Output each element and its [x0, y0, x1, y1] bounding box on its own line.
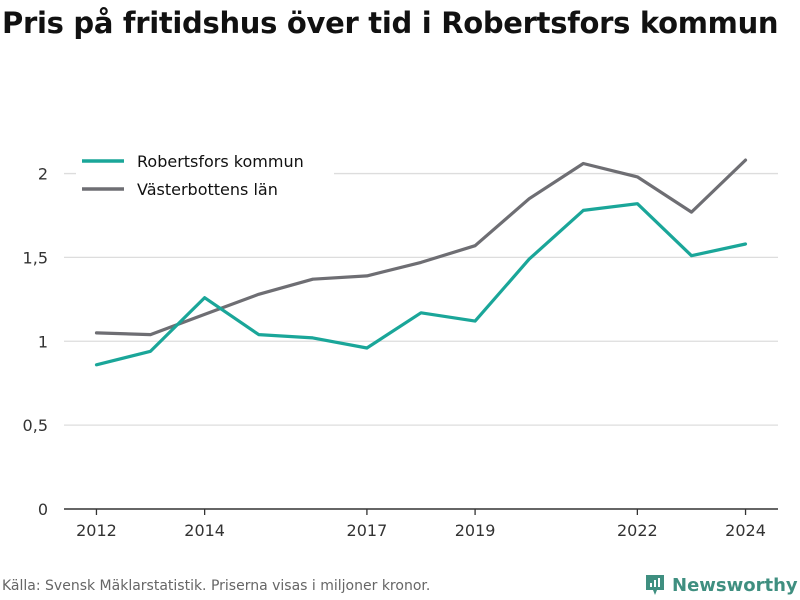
- y-tick-label: 1,5: [23, 248, 48, 267]
- y-tick-label: 1: [38, 332, 48, 351]
- series-line-2: [94, 158, 748, 337]
- x-tick-label: 2024: [725, 521, 766, 540]
- brand-name: Newsworthy: [672, 574, 798, 596]
- x-axis-ticks: 2012 2014 2017 2019 2022 2024: [76, 509, 766, 540]
- y-tick-label: 2: [38, 165, 48, 184]
- y-axis-ticks: 0 0,5 1 1,5 2: [23, 165, 48, 519]
- legend: Robertsfors kommun Västerbottens län: [76, 144, 334, 206]
- y-tick-label: 0,5: [23, 416, 48, 435]
- legend-label: Västerbottens län: [137, 180, 278, 199]
- x-tick-label: 2019: [455, 521, 496, 540]
- chart-title: Pris på fritidshus över tid i Robertsfor…: [2, 6, 779, 40]
- series-line-1: [94, 202, 748, 367]
- x-tick-label: 2014: [184, 521, 225, 540]
- x-tick-label: 2017: [347, 521, 388, 540]
- series-lines: [94, 158, 748, 367]
- x-tick-label: 2012: [76, 521, 117, 540]
- brand: Newsworthy: [644, 571, 798, 599]
- y-tick-label: 0: [38, 500, 48, 519]
- x-tick-label: 2022: [617, 521, 658, 540]
- newsworthy-logo-icon: [646, 575, 664, 595]
- legend-label: Robertsfors kommun: [137, 152, 304, 171]
- legend-background: [76, 144, 334, 206]
- source-note: Källa: Svensk Mäklarstatistik. Priserna …: [2, 578, 431, 594]
- grid-lines: [64, 172, 778, 426]
